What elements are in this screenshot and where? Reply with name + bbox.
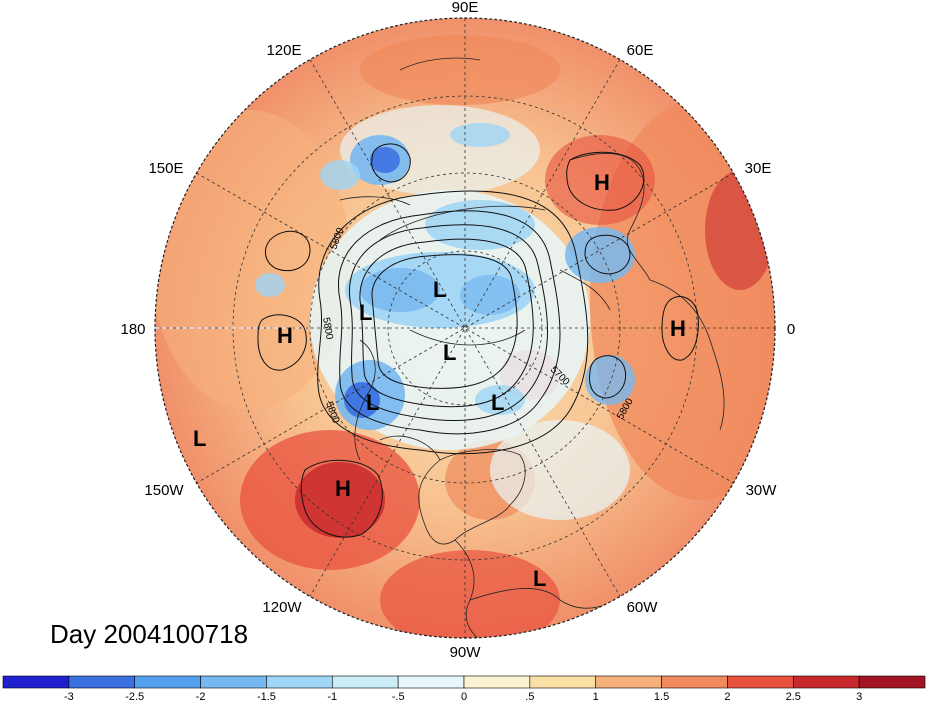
low-pressure-center: L — [193, 426, 206, 451]
longitude-label-150e: 150E — [148, 160, 183, 177]
high-pressure-center: H — [670, 316, 686, 341]
longitude-label-120e: 120E — [266, 42, 301, 59]
longitude-label-30e: 30E — [745, 160, 772, 177]
longitude-label-180: 180 — [120, 321, 145, 338]
colorbar-swatch — [2, 675, 70, 689]
anomaly-field — [155, 18, 775, 638]
high-pressure-center: H — [277, 323, 293, 348]
colorbar-swatch — [266, 675, 333, 689]
colorbar-swatch — [68, 675, 136, 689]
longitude-label-60w: 60W — [627, 599, 659, 616]
longitude-label-90e: 90E — [452, 0, 479, 16]
map-boundary — [154, 17, 776, 639]
colorbar-tick-label: 2.5 — [786, 691, 801, 702]
colorbar-swatch — [858, 675, 926, 689]
height-contours — [257, 143, 699, 538]
colorbar-swatch — [463, 675, 531, 689]
colorbar-tick-label: -1 — [327, 691, 337, 702]
low-pressure-center: L — [533, 566, 546, 591]
colorbar-swatch — [661, 675, 728, 689]
colorbar-swatch — [727, 675, 794, 689]
longitude-label-120w: 120W — [262, 599, 302, 616]
colorbar-swatch — [134, 675, 201, 689]
colorbar-tick-label: -2.5 — [125, 691, 144, 702]
longitude-label-0: 0 — [787, 321, 795, 338]
colorbar-swatch — [200, 675, 267, 689]
colorbar-tick-label: 3 — [856, 691, 862, 702]
longitude-label-150w: 150W — [144, 482, 184, 499]
polar-map: 5800 5800 5800 5700 5800 H H H H L L L L… — [120, 0, 795, 661]
colorbar-tick-label: -1.5 — [257, 691, 276, 702]
low-pressure-center: L — [366, 390, 379, 415]
colorbar-swatch — [397, 675, 465, 689]
colorbar-swatches — [2, 675, 926, 689]
high-pressure-center: H — [335, 476, 351, 501]
colorbar-tick-label: 0 — [461, 691, 467, 702]
colorbar-tick-label: -2 — [196, 691, 206, 702]
longitude-label-90w: 90W — [450, 644, 482, 661]
low-pressure-center: L — [491, 390, 504, 415]
longitude-label-60e: 60E — [627, 42, 654, 59]
low-pressure-center: L — [359, 300, 372, 325]
colorbar-tick-label: -3 — [64, 691, 74, 702]
contour-label: 5800 — [320, 317, 335, 341]
date-label: Day 2004100718 — [50, 619, 249, 649]
longitude-labels: 90E 60E 30E 0 30W 60W 90W 120W 150W 180 … — [120, 0, 795, 661]
colorbar-swatch — [595, 675, 662, 689]
colorbar-swatch — [792, 675, 860, 689]
colorbar-tick-label: 1.5 — [654, 691, 669, 702]
colorbar-tick-label: 1 — [593, 691, 599, 702]
colorbar-swatch — [529, 675, 597, 689]
colorbar: -3 -2.5 -2 -1.5 -1 -.5 0 .5 1 1.5 2 2.5 3 — [2, 675, 926, 702]
longitude-label-30w: 30W — [746, 482, 778, 499]
coastlines — [339, 57, 725, 638]
colorbar-tick-label: 2 — [724, 691, 730, 702]
colorbar-ticks: -3 -2.5 -2 -1.5 -1 -.5 0 .5 1 1.5 2 2.5 3 — [64, 691, 862, 702]
low-pressure-center: L — [433, 277, 446, 302]
colorbar-tick-label: -.5 — [392, 691, 405, 702]
high-pressure-center: H — [594, 170, 610, 195]
pressure-centers: H H H H L L L L L L L — [193, 170, 686, 591]
low-pressure-center: L — [443, 340, 456, 365]
colorbar-tick-label: .5 — [525, 691, 534, 702]
colorbar-swatch — [331, 675, 399, 689]
